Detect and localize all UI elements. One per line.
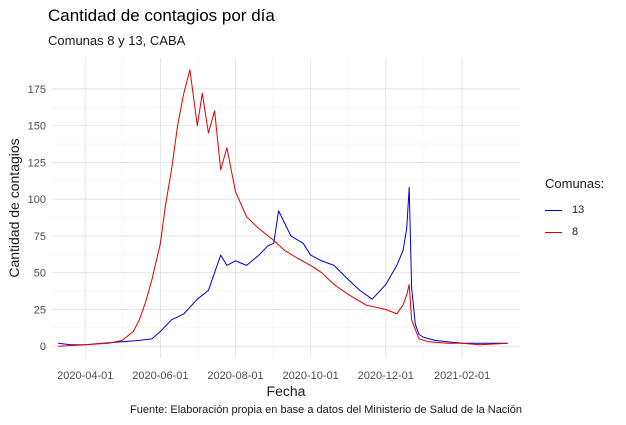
chart-title: Cantidad de contagios por día bbox=[48, 6, 275, 25]
x-tick-label: 2020-06-01 bbox=[132, 370, 188, 382]
x-axis-label: Fecha bbox=[267, 383, 306, 399]
legend-item-8: 8 bbox=[545, 221, 604, 243]
y-tick-label: 125 bbox=[28, 157, 46, 169]
y-tick-label: 175 bbox=[28, 84, 46, 96]
legend: Comunas: 13 8 bbox=[545, 176, 604, 243]
y-tick-label: 0 bbox=[40, 341, 46, 353]
legend-key-13 bbox=[545, 209, 562, 211]
y-tick-label: 50 bbox=[34, 268, 46, 280]
y-tick-label: 25 bbox=[34, 304, 46, 316]
y-axis-label: Cantidad de contagios bbox=[6, 138, 22, 277]
series-line-13 bbox=[58, 186, 508, 346]
legend-key-8 bbox=[545, 231, 562, 233]
chart-subtitle: Comunas 8 y 13, CABA bbox=[48, 33, 186, 48]
legend-item-13: 13 bbox=[545, 199, 604, 221]
y-tick-label: 150 bbox=[28, 121, 46, 133]
x-tick-label: 2020-12-01 bbox=[358, 370, 414, 382]
chart-caption: Fuente: Elaboración propia en base a dat… bbox=[130, 404, 522, 416]
y-tick-label: 75 bbox=[34, 231, 46, 243]
series-line-8 bbox=[58, 69, 508, 347]
legend-label-8: 8 bbox=[572, 226, 579, 238]
y-tick-label: 100 bbox=[28, 194, 46, 206]
x-tick-label: 2021-02-01 bbox=[434, 370, 490, 382]
x-tick-label: 2020-04-01 bbox=[57, 370, 113, 382]
x-tick-label: 2020-08-01 bbox=[207, 370, 263, 382]
x-tick-label: 2020-10-01 bbox=[282, 370, 338, 382]
legend-title: Comunas: bbox=[545, 176, 605, 191]
legend-label-13: 13 bbox=[572, 204, 585, 216]
